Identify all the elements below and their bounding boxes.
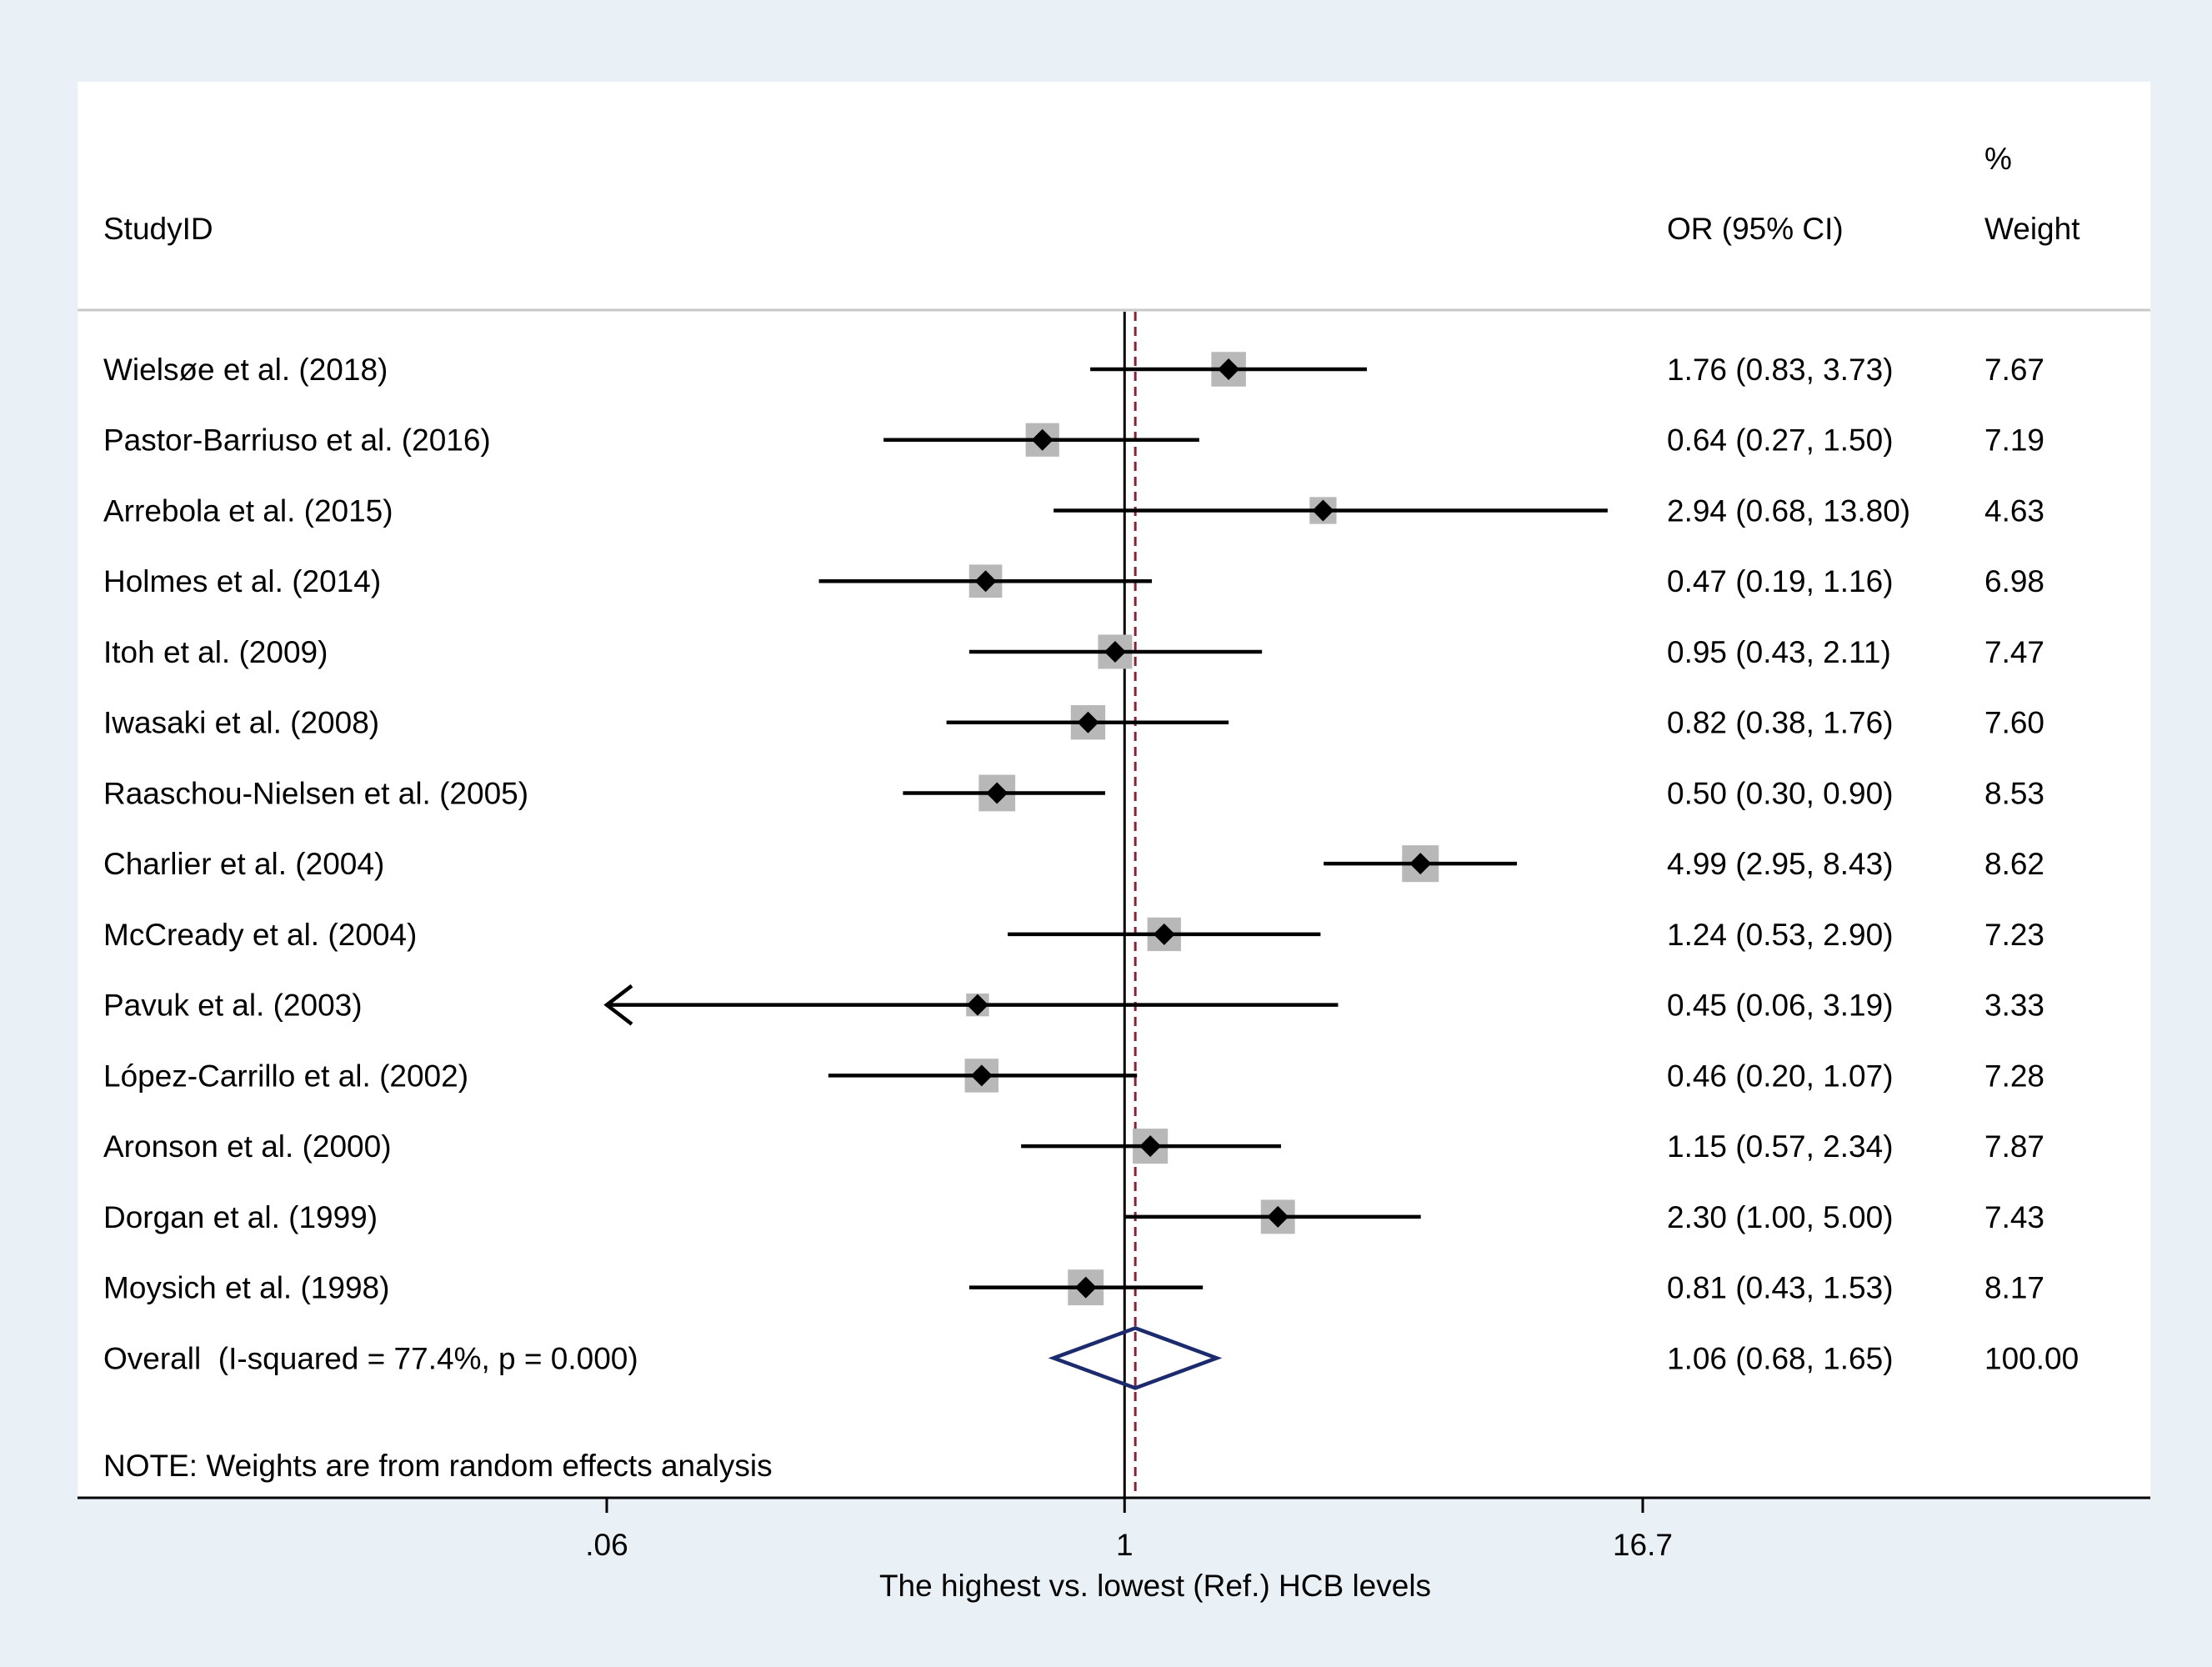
row-8-point-marker	[1409, 853, 1432, 875]
row-11-or-ci: 0.46 (0.20, 1.07)	[1667, 1059, 1894, 1093]
row-13-point-marker	[1267, 1205, 1289, 1228]
row-9-study-label: McCready et al. (2004)	[103, 918, 417, 952]
row-1-or-ci: 1.76 (0.83, 3.73)	[1667, 353, 1894, 387]
row-14-study-label: Moysich et al. (1998)	[103, 1271, 389, 1305]
x-axis-ticks: .06 1 16.7	[585, 1498, 1673, 1562]
row-13-study-label: Dorgan et al. (1999)	[103, 1200, 378, 1234]
row-8-or-ci: 4.99 (2.95, 8.43)	[1667, 847, 1894, 881]
row-6-weight: 7.60	[1984, 706, 2044, 740]
row-10-ci-left-arrow	[603, 984, 633, 1026]
row-1-study-label: Wielsøe et al. (2018)	[103, 353, 388, 387]
row-7-weight: 8.53	[1984, 776, 2044, 810]
row-3-study-label: Arrebola et al. (2015)	[103, 493, 393, 528]
row-3-point-marker	[1312, 499, 1334, 522]
row-4-weight: 6.98	[1984, 564, 2044, 598]
row-14-point-marker	[1074, 1276, 1097, 1299]
row-5-weight: 7.47	[1984, 635, 2044, 669]
row-14-or-ci: 0.81 (0.43, 1.53)	[1667, 1271, 1894, 1305]
row-10-weight: 3.33	[1984, 989, 2044, 1023]
row-9-or-ci: 1.24 (0.53, 2.90)	[1667, 918, 1894, 952]
row-4-or-ci: 0.47 (0.19, 1.16)	[1667, 564, 1894, 598]
row-10-point-marker	[966, 994, 988, 1016]
row-2-point-marker	[1031, 428, 1053, 451]
x-axis-tick-label-1: .06	[585, 1528, 628, 1562]
overall-diamond	[1048, 1325, 1223, 1390]
overall-weight: 100.00	[1984, 1341, 2079, 1375]
row-12-point-marker	[1139, 1135, 1162, 1158]
row-1-point-marker	[1218, 358, 1240, 380]
weights-note: NOTE: Weights are from random effects an…	[103, 1449, 773, 1483]
row-12-or-ci: 1.15 (0.57, 2.34)	[1667, 1129, 1894, 1164]
row-5-point-marker	[1103, 640, 1126, 663]
plot-panel	[78, 82, 2150, 1498]
row-9-point-marker	[1153, 923, 1175, 945]
row-10-or-ci: 0.45 (0.06, 3.19)	[1667, 989, 1894, 1023]
overall-or-ci: 1.06 (0.68, 1.65)	[1667, 1341, 1894, 1375]
study-id-header: StudyID	[103, 212, 213, 246]
row-6-point-marker	[1077, 711, 1099, 733]
row-3-weight: 4.63	[1984, 493, 2044, 528]
row-11-weight: 7.28	[1984, 1059, 2044, 1093]
row-12-weight: 7.87	[1984, 1129, 2044, 1164]
row-4-point-marker	[974, 570, 997, 593]
row-11-study-label: López-Carrillo et al. (2002)	[103, 1059, 468, 1093]
row-7-study-label: Raaschou-Nielsen et al. (2005)	[103, 776, 528, 810]
row-8-study-label: Charlier et al. (2004)	[103, 847, 384, 881]
row-14-weight: 8.17	[1984, 1271, 2044, 1305]
row-3-or-ci: 2.94 (0.68, 13.80)	[1667, 493, 1910, 528]
row-13-or-ci: 2.30 (1.00, 5.00)	[1667, 1200, 1894, 1234]
row-11-point-marker	[970, 1064, 993, 1087]
row-2-or-ci: 0.64 (0.27, 1.50)	[1667, 423, 1894, 458]
row-13-weight: 7.43	[1984, 1200, 2044, 1234]
row-1-weight: 7.67	[1984, 353, 2044, 387]
row-2-weight: 7.19	[1984, 423, 2044, 458]
row-4-study-label: Holmes et al. (2014)	[103, 564, 381, 598]
weight-percent-header: %	[1984, 142, 2012, 176]
row-9-weight: 7.23	[1984, 918, 2044, 952]
row-5-study-label: Itoh et al. (2009)	[103, 635, 328, 669]
row-5-or-ci: 0.95 (0.43, 2.11)	[1667, 635, 1891, 669]
row-6-or-ci: 0.82 (0.38, 1.76)	[1667, 706, 1894, 740]
row-7-point-marker	[986, 782, 1008, 804]
weight-header: Weight	[1984, 212, 2080, 246]
plot-marks: Wielsøe et al. (2018) 1.76 (0.83, 3.73) 7.…	[103, 312, 2079, 1498]
row-2-study-label: Pastor-Barriuso et al. (2016)	[103, 423, 491, 458]
or-ci-header: OR (95% CI)	[1667, 212, 1844, 246]
overall-label: Overall (I-squared = 77.4%, p = 0.000)	[103, 1341, 638, 1375]
row-12-study-label: Aronson et al. (2000)	[103, 1129, 392, 1164]
row-7-or-ci: 0.50 (0.30, 0.90)	[1667, 776, 1894, 810]
row-10-study-label: Pavuk et al. (2003)	[103, 989, 363, 1023]
x-axis-tick-label-3: 16.7	[1613, 1528, 1673, 1562]
x-axis-title: The highest vs. lowest (Ref.) HCB levels	[879, 1569, 1431, 1603]
x-axis-tick-label-2: 1	[1116, 1528, 1134, 1562]
row-6-study-label: Iwasaki et al. (2008)	[103, 706, 379, 740]
row-8-weight: 8.62	[1984, 847, 2044, 881]
